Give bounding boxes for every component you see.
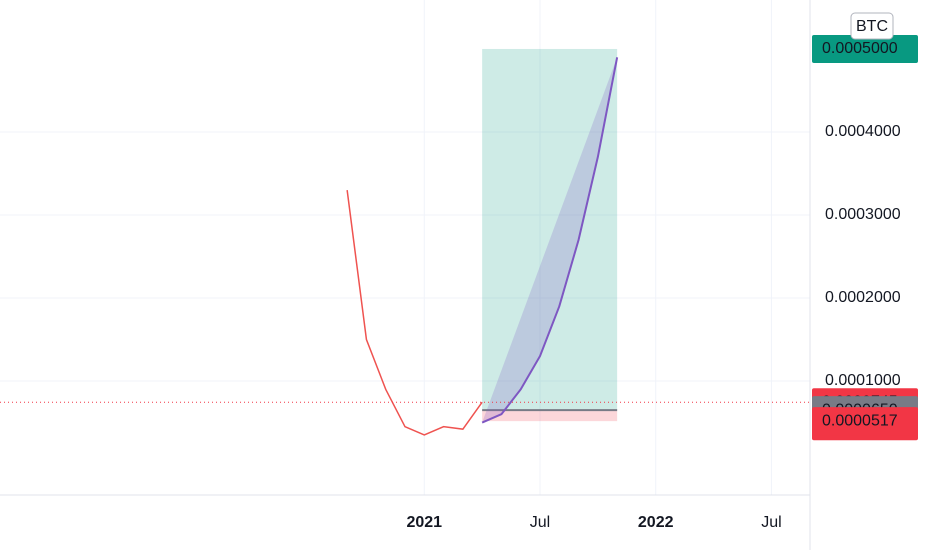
badge <box>850 12 894 40</box>
x-tick-label: 2021 <box>406 514 442 531</box>
price-tag <box>812 34 918 63</box>
price-tag <box>812 407 918 436</box>
x-tick-label: Jul <box>761 514 781 531</box>
y-tick-label: 0.0004000 <box>825 123 901 140</box>
target-zone <box>482 48 618 411</box>
badge-label: BTC <box>856 18 888 35</box>
y-tick-label: 0.0003000 <box>825 206 901 223</box>
x-tick-label: Jul <box>530 514 550 531</box>
stop-zone <box>482 410 618 422</box>
x-tick-label: 2022 <box>638 514 674 531</box>
price-tag-label: 0.0005000 <box>822 40 898 57</box>
projection-line <box>481 57 619 424</box>
price-tag-label: 0.0000517 <box>822 412 898 429</box>
price-line <box>346 190 483 436</box>
projection-area <box>482 57 618 423</box>
y-tick-label: 0.0001000 <box>825 372 901 389</box>
y-tick-label: 0.0002000 <box>825 289 901 306</box>
